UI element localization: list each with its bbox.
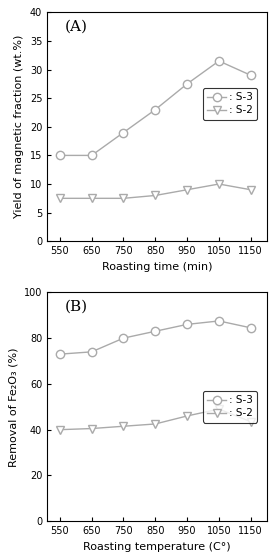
: S-2: (1.05e+03, 10): S-2: (1.05e+03, 10) [217, 181, 221, 188]
Y-axis label: Yield of magnetic fraction (wt.%): Yield of magnetic fraction (wt.%) [14, 35, 24, 218]
: S-3: (550, 15): S-3: (550, 15) [58, 152, 62, 159]
: S-2: (1.15e+03, 43.5): S-2: (1.15e+03, 43.5) [249, 418, 252, 425]
Line: : S-3: : S-3 [56, 317, 255, 358]
: S-2: (1.05e+03, 49): S-2: (1.05e+03, 49) [217, 406, 221, 413]
Legend: : S-3, : S-2: : S-3, : S-2 [203, 88, 257, 120]
: S-2: (650, 40.5): S-2: (650, 40.5) [90, 425, 93, 432]
: S-2: (1.15e+03, 9): S-2: (1.15e+03, 9) [249, 186, 252, 193]
: S-2: (750, 7.5): S-2: (750, 7.5) [122, 195, 125, 202]
Y-axis label: Removal of Fe₂O₃ (%): Removal of Fe₂O₃ (%) [8, 347, 18, 466]
: S-2: (950, 9): S-2: (950, 9) [185, 186, 189, 193]
Legend: : S-3, : S-2: : S-3, : S-2 [203, 391, 257, 423]
: S-3: (750, 19): S-3: (750, 19) [122, 129, 125, 136]
: S-2: (950, 46): S-2: (950, 46) [185, 413, 189, 419]
Line: : S-3: : S-3 [56, 57, 255, 160]
X-axis label: Roasting time (min): Roasting time (min) [102, 262, 212, 272]
: S-3: (850, 83): S-3: (850, 83) [154, 328, 157, 335]
Text: (A): (A) [65, 19, 88, 33]
: S-2: (650, 7.5): S-2: (650, 7.5) [90, 195, 93, 202]
: S-2: (850, 8): S-2: (850, 8) [154, 192, 157, 199]
Line: : S-2: : S-2 [56, 405, 255, 434]
: S-3: (1.15e+03, 84.5): S-3: (1.15e+03, 84.5) [249, 324, 252, 331]
Line: : S-2: : S-2 [56, 180, 255, 203]
Text: (B): (B) [65, 299, 88, 313]
: S-2: (750, 41.5): S-2: (750, 41.5) [122, 423, 125, 430]
: S-3: (650, 15): S-3: (650, 15) [90, 152, 93, 159]
: S-3: (950, 27.5): S-3: (950, 27.5) [185, 81, 189, 87]
X-axis label: Roasting temperature (C°): Roasting temperature (C°) [83, 542, 231, 552]
: S-2: (550, 7.5): S-2: (550, 7.5) [58, 195, 62, 202]
: S-3: (650, 74): S-3: (650, 74) [90, 348, 93, 355]
: S-3: (950, 86): S-3: (950, 86) [185, 321, 189, 328]
: S-3: (550, 73): S-3: (550, 73) [58, 351, 62, 357]
: S-2: (550, 40): S-2: (550, 40) [58, 426, 62, 433]
: S-3: (1.05e+03, 87.5): S-3: (1.05e+03, 87.5) [217, 318, 221, 324]
: S-3: (1.15e+03, 29): S-3: (1.15e+03, 29) [249, 72, 252, 78]
: S-2: (850, 42.5): S-2: (850, 42.5) [154, 421, 157, 427]
: S-3: (850, 23): S-3: (850, 23) [154, 106, 157, 113]
: S-3: (750, 80): S-3: (750, 80) [122, 335, 125, 342]
: S-3: (1.05e+03, 31.5): S-3: (1.05e+03, 31.5) [217, 58, 221, 64]
